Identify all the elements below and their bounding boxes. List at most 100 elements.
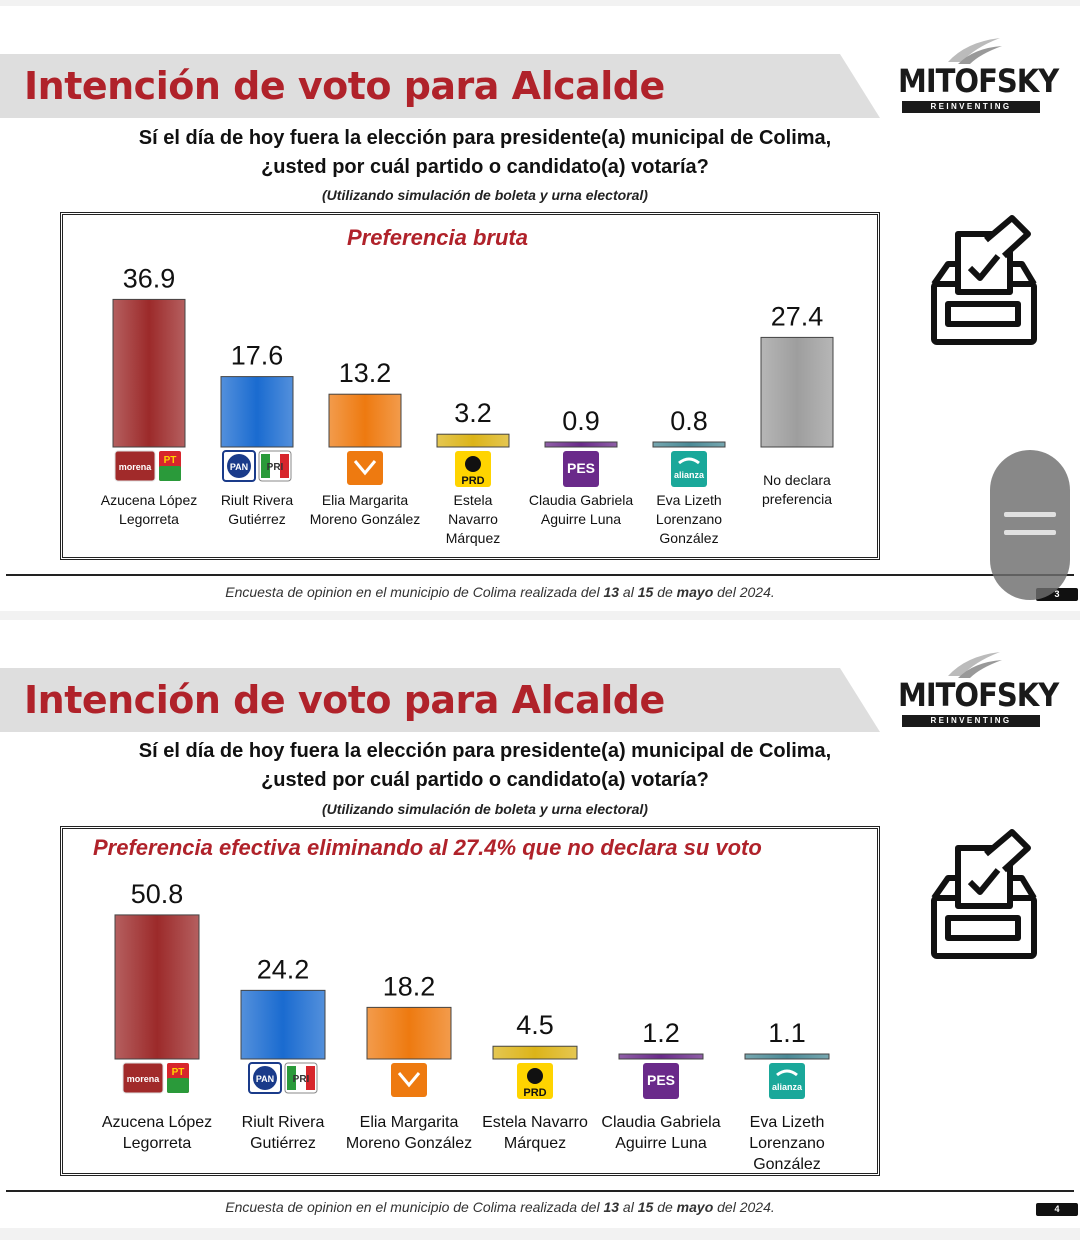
category-label-3: Márquez bbox=[504, 1135, 566, 1152]
value-label-5: 1.1 bbox=[768, 1018, 806, 1048]
question: Sí el día de hoy fuera la elección para … bbox=[0, 737, 970, 795]
ballot-note: (Utilizando simulación de boleta y urna … bbox=[322, 187, 648, 203]
PRI-logo-icon: PRI bbox=[284, 1062, 318, 1094]
morena-logo-icon: morena bbox=[114, 450, 156, 482]
bar-chart: 36.9 morena PT Azucena López Legorreta 17.6 PA… bbox=[101, 263, 834, 546]
category-label-0: Legorreta bbox=[123, 1135, 192, 1152]
footer-divider bbox=[6, 1190, 1074, 1192]
logo-swoosh-icon bbox=[948, 38, 1002, 64]
value-label-6: 27.4 bbox=[771, 301, 824, 331]
category-label-3: Navarro bbox=[448, 511, 498, 527]
bar-0 bbox=[114, 914, 200, 1060]
svg-text:alianza: alianza bbox=[674, 470, 705, 480]
category-label-2: Elia Margarita bbox=[360, 1114, 459, 1131]
ballot-note: (Utilizando simulación de boleta y urna … bbox=[322, 801, 648, 817]
PRD-logo-icon: PRD bbox=[455, 451, 491, 487]
question-line-2: ¿usted por cuál partido o candidato(a) v… bbox=[261, 769, 709, 791]
svg-text:alianza: alianza bbox=[772, 1082, 803, 1092]
question: Sí el día de hoy fuera la elección para … bbox=[0, 124, 970, 182]
PAN-logo-icon: PAN bbox=[222, 450, 256, 482]
logo-tagline: REINVENTING RESEARCH bbox=[902, 715, 1040, 737]
ballot-box-icon bbox=[931, 829, 1037, 959]
category-label-1: Gutiérrez bbox=[250, 1135, 316, 1152]
logo-name: MITOFSKY bbox=[898, 676, 1059, 714]
bar-6 bbox=[760, 336, 834, 448]
question-line-1: Sí el día de hoy fuera la elección para … bbox=[138, 740, 832, 762]
slide-4: Intención de voto para Alcalde MITOFSKY … bbox=[0, 620, 1080, 1228]
bar-2 bbox=[328, 393, 402, 448]
value-label-4: 1.2 bbox=[642, 1018, 680, 1048]
category-label-4: Aguirre Luna bbox=[541, 511, 621, 527]
PT-logo-icon: PT bbox=[167, 1063, 189, 1093]
svg-text:PRD: PRD bbox=[523, 1087, 546, 1099]
footer-divider bbox=[6, 574, 1074, 576]
bar-4 bbox=[618, 1053, 704, 1060]
category-label-5: González bbox=[659, 530, 718, 546]
scroll-handle[interactable] bbox=[990, 450, 1070, 600]
value-label-1: 17.6 bbox=[231, 341, 284, 371]
category-label-3: Márquez bbox=[446, 530, 500, 546]
category-label-1: Riult Rivera bbox=[242, 1114, 325, 1131]
svg-text:PRI: PRI bbox=[293, 1074, 310, 1085]
handle-grip-icon bbox=[1004, 512, 1056, 517]
bar-3 bbox=[436, 433, 510, 448]
category-label-4: Aguirre Luna bbox=[615, 1135, 707, 1152]
slide-3: Intención de voto para Alcalde MITOFSKY … bbox=[0, 6, 1080, 611]
bar-5 bbox=[744, 1053, 830, 1060]
handle-grip-icon bbox=[1004, 530, 1056, 535]
value-label-5: 0.8 bbox=[670, 406, 708, 436]
svg-text:PAN: PAN bbox=[230, 462, 248, 472]
category-label-5: Lorenzano bbox=[656, 511, 722, 527]
category-label-5: Eva Lizeth bbox=[750, 1114, 825, 1131]
alianza-logo-icon: alianza bbox=[769, 1063, 805, 1099]
svg-text:PRI: PRI bbox=[267, 462, 284, 473]
value-label-2: 13.2 bbox=[339, 358, 392, 388]
bar-0 bbox=[112, 298, 186, 448]
category-label-4: Claudia Gabriela bbox=[529, 492, 633, 508]
PES-logo-icon: PES bbox=[643, 1063, 679, 1099]
page-number: 4 bbox=[1036, 1203, 1078, 1216]
svg-text:PT: PT bbox=[164, 455, 177, 466]
chart-box: Preferencia bruta 36.9 morena PT Azucena Ló… bbox=[60, 212, 880, 560]
category-label-0: Azucena López bbox=[102, 1114, 212, 1131]
ballot-box-icon bbox=[931, 215, 1037, 345]
page-title: Intención de voto para Alcalde bbox=[24, 64, 665, 108]
PAN-logo-icon: PAN bbox=[248, 1062, 282, 1094]
bar-chart: 50.8 morena PT Azucena López Legorreta 24.2 PA… bbox=[102, 879, 830, 1173]
morena-logo-icon: morena bbox=[122, 1062, 164, 1094]
footer-text: Encuesta de opinion en el municipio de C… bbox=[225, 1199, 775, 1215]
category-label-3: Estela Navarro bbox=[482, 1114, 588, 1131]
PRI-logo-icon: PRI bbox=[258, 450, 292, 482]
footer-text: Encuesta de opinion en el municipio de C… bbox=[225, 584, 775, 600]
category-label-0: Legorreta bbox=[119, 511, 179, 527]
category-label-6: No declara bbox=[763, 472, 831, 488]
bar-3 bbox=[492, 1045, 578, 1060]
category-label-1: Riult Rivera bbox=[221, 492, 294, 508]
value-label-4: 0.9 bbox=[562, 406, 600, 436]
category-label-6: preferencia bbox=[762, 491, 832, 507]
category-label-2: Moreno González bbox=[310, 511, 421, 527]
category-label-2: Moreno González bbox=[346, 1135, 472, 1152]
svg-text:PRD: PRD bbox=[461, 475, 484, 487]
alianza-logo-icon: alianza bbox=[671, 451, 707, 487]
value-label-1: 24.2 bbox=[257, 954, 310, 984]
question-line-2: ¿usted por cuál partido o candidato(a) v… bbox=[261, 156, 709, 178]
title-banner bbox=[0, 668, 880, 732]
PT-logo-icon: PT bbox=[159, 451, 181, 481]
category-label-5: Lorenzano bbox=[749, 1135, 825, 1152]
logo-swoosh-icon bbox=[948, 652, 1002, 678]
chart-title: Preferencia efectiva eliminando al 27.4%… bbox=[93, 835, 762, 860]
value-label-3: 3.2 bbox=[454, 398, 492, 428]
category-label-1: Gutiérrez bbox=[228, 511, 286, 527]
logo-name: MITOFSKY bbox=[898, 62, 1059, 100]
category-label-5: Eva Lizeth bbox=[656, 492, 721, 508]
value-label-0: 36.9 bbox=[123, 263, 176, 293]
category-label-3: Estela bbox=[454, 492, 493, 508]
PRD-logo-icon: PRD bbox=[517, 1063, 553, 1099]
category-label-0: Azucena López bbox=[101, 492, 198, 508]
PES-logo-icon: PES bbox=[563, 451, 599, 487]
chart-title: Preferencia bruta bbox=[347, 225, 528, 250]
svg-text:PES: PES bbox=[567, 460, 595, 476]
chart-box: Preferencia efectiva eliminando al 27.4%… bbox=[60, 826, 880, 1176]
MC-logo-icon bbox=[391, 1063, 427, 1097]
